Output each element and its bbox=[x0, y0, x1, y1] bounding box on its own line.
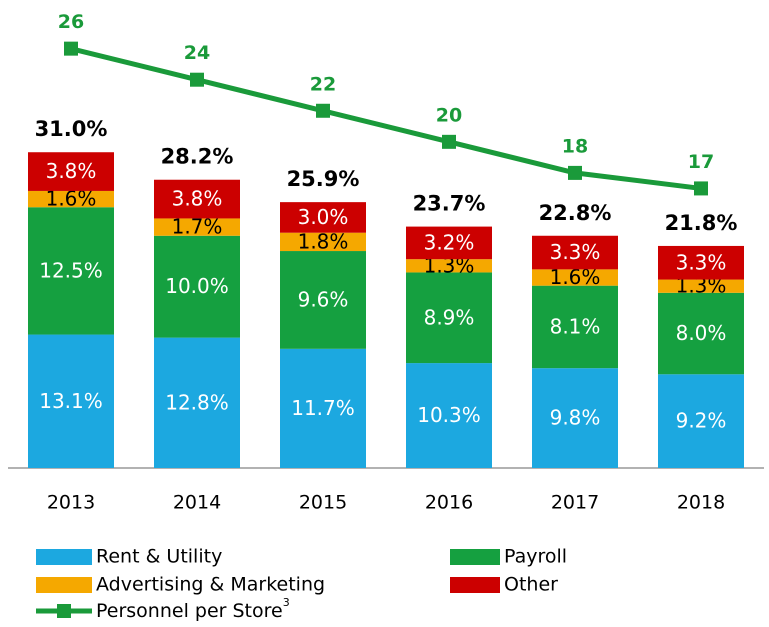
bar-segment bbox=[532, 269, 618, 286]
legend-swatch bbox=[450, 577, 500, 593]
line-label: 24 bbox=[184, 42, 210, 64]
total-label: 28.2% bbox=[161, 145, 234, 169]
data-label: 3.8% bbox=[172, 187, 223, 211]
bar-segment bbox=[532, 285, 618, 369]
bar-segment bbox=[154, 235, 240, 338]
line-marker bbox=[568, 165, 582, 180]
bar-segment bbox=[532, 368, 618, 468]
line-marker bbox=[64, 41, 78, 56]
line-marker bbox=[316, 103, 330, 118]
bar-segment bbox=[406, 272, 492, 364]
legend-text: Personnel per Store bbox=[96, 600, 283, 622]
line-label: 26 bbox=[58, 11, 84, 33]
data-label: 9.8% bbox=[550, 406, 601, 430]
bar-segment bbox=[280, 348, 366, 468]
x-tick-label: 2013 bbox=[47, 492, 95, 514]
bar-segment bbox=[280, 232, 366, 252]
bar-segment bbox=[28, 207, 114, 335]
bar-segment bbox=[406, 259, 492, 273]
x-tick-label: 2017 bbox=[551, 492, 599, 514]
data-label: 10.0% bbox=[165, 274, 229, 298]
data-label: 3.2% bbox=[424, 230, 475, 254]
line-label: 17 bbox=[688, 151, 714, 173]
bar-segment bbox=[28, 152, 114, 191]
bar-segment bbox=[154, 337, 240, 468]
data-label: 13.1% bbox=[39, 389, 103, 413]
bar-segment bbox=[280, 251, 366, 349]
data-label: 9.6% bbox=[298, 287, 349, 311]
bar-segment bbox=[280, 202, 366, 233]
bar-segment bbox=[154, 179, 240, 219]
bar-segment bbox=[28, 190, 114, 208]
legend-label: Personnel per Store3 bbox=[96, 596, 290, 622]
x-tick-label: 2014 bbox=[173, 492, 221, 514]
legend-swatch bbox=[36, 549, 92, 565]
legend-label: Advertising & Marketing bbox=[96, 574, 325, 596]
x-tick-label: 2015 bbox=[299, 492, 347, 514]
line-label: 20 bbox=[436, 104, 462, 126]
line-marker bbox=[190, 72, 204, 87]
data-label: 3.3% bbox=[550, 240, 601, 264]
data-label: 9.2% bbox=[676, 409, 727, 433]
data-label: 3.0% bbox=[298, 205, 349, 229]
line-marker bbox=[442, 134, 456, 149]
total-label: 22.8% bbox=[539, 201, 612, 225]
data-label: 3.3% bbox=[676, 250, 727, 274]
legend-label: Other bbox=[504, 574, 558, 596]
legend-superscript: 3 bbox=[283, 596, 290, 609]
data-label: 11.7% bbox=[291, 396, 355, 420]
x-tick-label: 2016 bbox=[425, 492, 473, 514]
total-label: 23.7% bbox=[413, 192, 486, 216]
data-label: 3.8% bbox=[46, 159, 97, 183]
data-label: 8.0% bbox=[676, 321, 727, 345]
data-label: 1.7% bbox=[172, 215, 223, 239]
data-label: 12.5% bbox=[39, 258, 103, 282]
x-tick-label: 2018 bbox=[677, 492, 725, 514]
bar-segment bbox=[28, 334, 114, 468]
bar-segment bbox=[532, 235, 618, 270]
line-label: 18 bbox=[562, 135, 588, 157]
bar-segment bbox=[406, 226, 492, 260]
line bbox=[70, 46, 702, 191]
line-marker bbox=[694, 181, 708, 196]
total-label: 25.9% bbox=[287, 167, 360, 191]
total-label: 31.0% bbox=[35, 117, 108, 141]
total-label: 21.8% bbox=[665, 211, 738, 235]
bar-segment bbox=[658, 374, 744, 468]
data-label: 10.3% bbox=[417, 403, 481, 427]
bar-segment bbox=[154, 218, 240, 236]
data-label: 8.9% bbox=[424, 305, 475, 329]
legend-marker bbox=[57, 604, 71, 618]
data-label: 1.8% bbox=[298, 229, 349, 253]
bar-segment bbox=[658, 245, 744, 280]
bar-segment bbox=[658, 279, 744, 293]
data-label: 8.1% bbox=[550, 314, 601, 338]
bar-segment bbox=[406, 363, 492, 468]
line-label: 22 bbox=[310, 73, 336, 95]
legend-label: Rent & Utility bbox=[96, 546, 222, 568]
data-label: 12.8% bbox=[165, 390, 229, 414]
legend-label: Payroll bbox=[504, 546, 567, 568]
bar-segment bbox=[658, 292, 744, 375]
legend-swatch bbox=[450, 549, 500, 565]
legend-swatch bbox=[36, 577, 92, 593]
